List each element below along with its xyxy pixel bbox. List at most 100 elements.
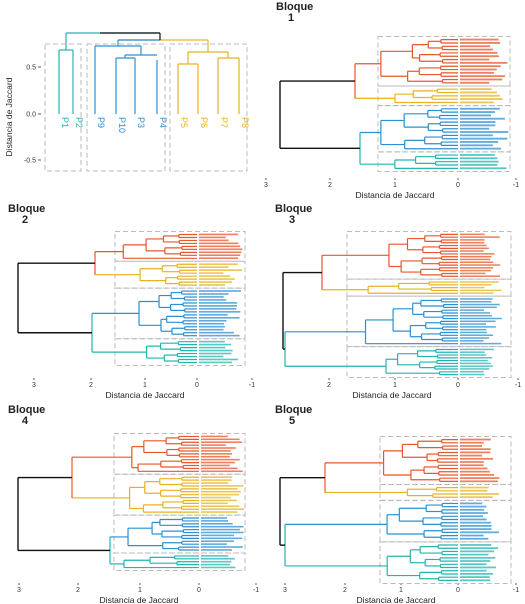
leaf-label-teal — [460, 359, 488, 362]
leaf-label-blue — [460, 298, 493, 300]
leaf-label-orange — [460, 239, 485, 241]
x-tick-label: 1 — [393, 182, 397, 189]
leaf-label-blue — [199, 299, 227, 301]
leaf-label-teal — [460, 167, 507, 170]
x-tick-label: -1 — [513, 587, 519, 594]
leaf-label-orange — [460, 441, 484, 444]
leaf-label-orange — [460, 480, 498, 483]
leaf-label-orange — [460, 470, 490, 473]
leaf-label-yellow — [201, 488, 238, 490]
leaf-label-blue — [460, 317, 502, 320]
leaf-label-yellow — [460, 493, 500, 495]
leaf-label-yellow — [201, 479, 232, 481]
leaf-label-yellow — [201, 490, 241, 493]
leaf-label-teal — [460, 576, 490, 578]
leaf-label-yellow — [460, 289, 502, 292]
leaf-label-teal — [199, 340, 225, 343]
leaf-label-blue — [199, 293, 229, 295]
leaf-label-teal — [460, 373, 485, 376]
leaf-label-blue — [199, 322, 224, 325]
cluster-box-teal — [346, 346, 512, 379]
leaf-label-teal — [460, 544, 492, 546]
leaf-label-teal — [460, 550, 495, 553]
leaf-label-teal — [460, 569, 487, 572]
leaf-label-yellow — [460, 94, 500, 97]
leaf-label-teal — [460, 370, 484, 373]
leaf-label-yellow — [199, 281, 232, 283]
cluster-box-yellow — [346, 278, 512, 297]
leaf-label-blue — [460, 303, 500, 306]
x-axis-label: Distancia de Jaccard — [106, 390, 185, 400]
leaf-label-blue — [460, 342, 502, 345]
x-tick-label: 1 — [399, 587, 403, 594]
leaf-label-blue — [199, 331, 234, 334]
leaf-label-orange — [199, 242, 239, 245]
leaf-label-p8: P8 — [240, 117, 250, 128]
leaf-label-orange — [460, 55, 499, 58]
leaf-label-blue — [201, 525, 244, 528]
leaf-label-p1: P1 — [60, 117, 70, 128]
leaf-label-teal — [460, 365, 493, 367]
leaf-label-orange — [199, 236, 226, 239]
leaf-label-orange — [460, 247, 489, 250]
leaf-label-orange — [460, 464, 484, 467]
panel-number: 1 — [288, 12, 294, 24]
leaf-label-yellow — [201, 485, 244, 487]
leaf-label-blue — [199, 328, 224, 331]
leaf-label-blue — [460, 312, 491, 314]
x-tick-label: 2 — [89, 382, 93, 389]
leaf-label-yellow — [460, 88, 492, 91]
leaf-label-yellow — [201, 505, 240, 508]
leaf-label-teal — [199, 358, 239, 361]
leaf-label-yellow — [460, 292, 494, 294]
leaf-label-orange — [201, 438, 240, 441]
leaf-label-orange — [460, 258, 491, 261]
leaf-label-teal — [460, 573, 494, 575]
leaf-label-blue — [460, 518, 487, 521]
leaf-label-teal — [460, 556, 496, 559]
leaf-label-blue — [460, 147, 502, 150]
leaf-label-yellow — [460, 281, 499, 283]
leaf-label-blue — [201, 546, 243, 548]
leaf-label-blue — [460, 124, 496, 127]
leaf-label-teal — [460, 563, 487, 566]
y-axis-label: Distancia de Jaccard — [4, 77, 14, 156]
leaf-label-yellow — [201, 482, 229, 484]
x-tick-label: 3 — [264, 182, 268, 189]
leaf-label-teal — [460, 157, 498, 160]
leaf-label-blue — [460, 144, 493, 147]
panel-number: 5 — [289, 415, 295, 427]
leaf-label-blue — [199, 313, 228, 316]
leaf-label-blue — [201, 528, 241, 531]
x-tick-label: 2 — [343, 587, 347, 594]
x-tick-label: 3 — [283, 587, 287, 594]
x-axis-label: Distancia de Jaccard — [357, 595, 436, 604]
leaf-label-teal — [199, 349, 233, 352]
cluster-box-blue — [86, 43, 166, 172]
x-tick-label: 1 — [393, 382, 397, 389]
leaf-label-orange — [199, 254, 241, 257]
leaf-label-orange — [460, 71, 494, 74]
leaf-label-blue — [460, 127, 490, 130]
leaf-label-orange — [199, 257, 238, 260]
leaf-label-blue — [460, 515, 484, 518]
x-axis-label: Distancia de Jaccard — [356, 190, 435, 200]
leaf-label-blue — [460, 131, 509, 133]
leaf-label-orange — [460, 272, 486, 275]
leaf-label-blue — [201, 540, 234, 543]
x-tick-label: -1 — [515, 382, 521, 389]
leaf-label-orange — [460, 45, 491, 48]
leaf-label-yellow — [201, 496, 231, 499]
leaf-label-blue — [460, 337, 490, 339]
leaf-label-orange — [199, 251, 242, 254]
leaf-label-blue — [460, 323, 487, 325]
leaf-label-blue — [460, 331, 487, 334]
leaf-label-blue — [460, 505, 487, 508]
leaf-label-orange — [460, 253, 495, 255]
leaf-label-blue — [460, 141, 499, 143]
leaf-label-teal — [460, 368, 490, 370]
leaf-label-blue — [201, 537, 243, 540]
leaf-label-blue — [460, 326, 496, 328]
leaf-label-orange — [199, 239, 229, 242]
leaf-label-yellow — [199, 266, 229, 268]
